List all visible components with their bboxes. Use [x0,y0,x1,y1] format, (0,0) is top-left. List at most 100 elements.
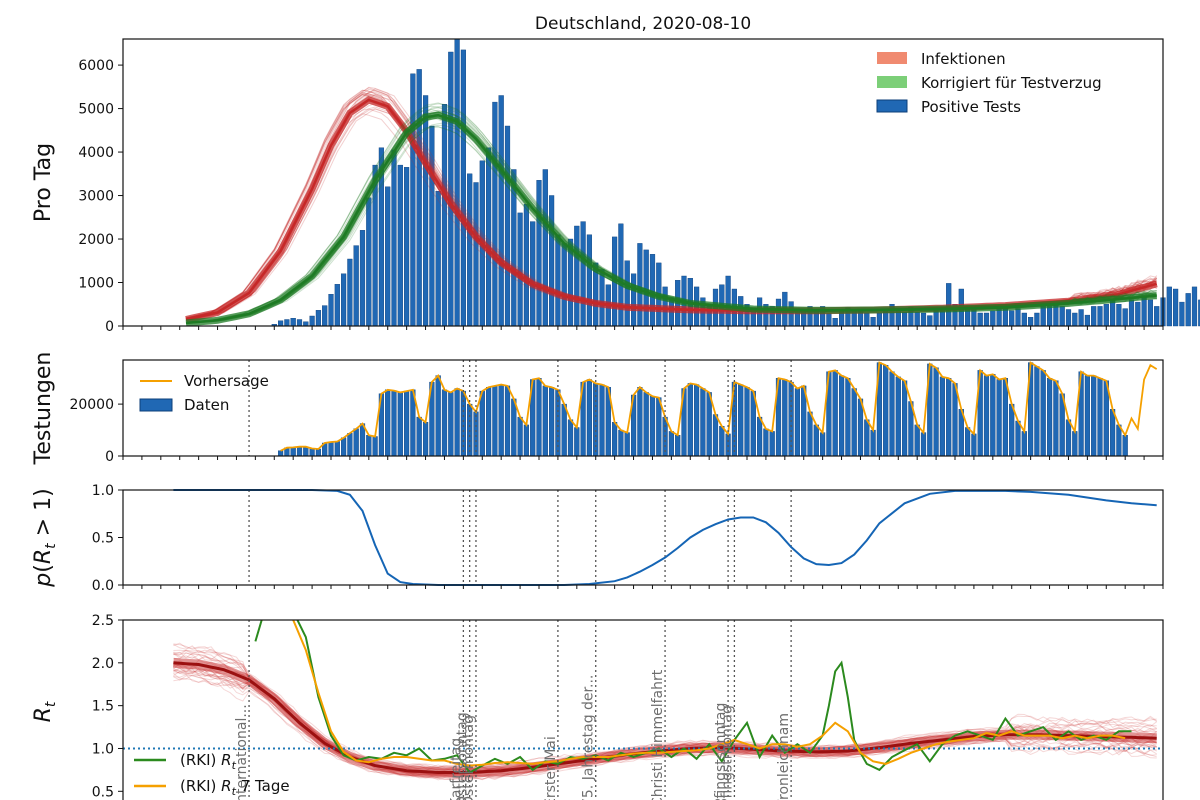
tests-bar [1046,378,1053,457]
tests-bar [813,424,819,457]
positive-tests-bar [927,315,933,327]
positive-tests-bar [990,310,996,327]
positive-tests-bar [870,317,876,327]
tests-bar [353,428,359,457]
positive-tests-bar [618,223,624,327]
tests-bar [895,376,901,457]
rki-rt-line [254,620,1132,774]
tests-bar [744,387,750,457]
positive-tests-bar [876,312,883,327]
tests-bar [492,385,498,457]
positive-tests-bar [1109,299,1116,327]
tests-bar [1122,435,1128,457]
chart-title: Deutschland, 2020-08-10 [535,14,751,34]
tests-bar [807,411,813,457]
positive-tests-bar [435,190,441,327]
event-label: 75. Jahrestag der... [581,675,597,800]
tests-bar [1009,403,1015,457]
tests-bar [851,388,857,457]
positive-tests-bar [416,69,422,327]
tests-bar [656,397,662,457]
positive-tests-bar [826,313,832,327]
tests-bar [523,424,530,457]
event-label: Erster Mai [543,736,559,800]
positive-tests-bar [498,95,504,327]
y-axis-label: Rt [31,701,59,722]
y-tick-label: 2.5 [92,613,114,629]
positive-tests-bar [334,284,340,327]
tests-bar [668,431,675,457]
positive-tests-bar [1185,293,1191,327]
tests-bar [738,384,744,457]
tests-bar [441,389,448,457]
tests-bar [965,427,971,457]
legend-label: Daten [184,396,229,414]
event-label: International... [234,704,250,800]
tests-bar [1097,378,1103,457]
tests-bar [712,414,719,457]
legend-swatch [139,398,173,412]
positive-tests-bar [1046,306,1053,327]
tests-bar [700,388,706,457]
tests-bar [946,378,952,457]
legend-label: Positive Tests [921,98,1021,116]
tests-bar [675,435,681,457]
tests-bar [479,390,485,457]
positive-tests-bar [278,320,284,327]
positive-tests-bar [460,49,467,327]
tests-bar [416,416,422,457]
legend-label: (RKI) Rt [180,751,237,772]
axes-frame [122,38,1164,327]
tests-bar [404,390,410,457]
positive-tests-bar [902,311,908,327]
positive-tests-bar [555,234,561,327]
tests-bar [567,419,574,457]
rt-panel: International... KarfreitagOstersonntagOs… [31,613,1164,800]
y-tick-label: 0.5 [92,784,114,800]
tests-bar [706,392,712,457]
tests-bar [637,387,643,457]
tests-bar [618,429,624,457]
positive-tests-bar [1027,317,1034,327]
positive-tests-bar [983,312,990,327]
tests-bar [1040,370,1046,457]
positive-tests-bar [1116,304,1122,327]
y-tick-label: 4000 [78,145,114,161]
tests-bar [504,385,511,457]
tests-bar [586,379,593,457]
positive-tests-bar [385,186,391,327]
positive-tests-bar [1040,306,1046,327]
positive-tests-bar [580,221,586,327]
positive-tests-bar [920,312,927,327]
infections-sample-line [185,88,1157,320]
event-label: Ostermontag [461,715,477,800]
tests-bar [574,427,580,457]
legend-label: Infektionen [921,50,1006,68]
tests-bar [725,433,731,457]
tests-bar [473,411,479,457]
positive-tests-bar [1122,308,1128,327]
positive-tests-bar [328,294,334,327]
tests-bar [788,381,794,457]
legend-label: (RKI) Rt 7 Tage [180,777,290,798]
positive-tests-bar [303,321,309,327]
positive-tests-bar [1065,309,1072,327]
y-tick-label: 0.0 [92,578,114,594]
tests-bar [1015,420,1021,457]
tests-bar [933,367,939,457]
tests-bar [820,432,826,457]
event-label: Christi Himmelfahrt [650,669,666,800]
tests-bar [366,435,372,457]
tests-bar [612,422,618,457]
positive-tests-bar [1147,299,1154,327]
event-label: Fronleichnam [776,713,792,800]
positive-tests-bar [561,243,567,327]
corrected-bundle [185,102,1158,327]
tests-bar [1084,375,1091,457]
positive-tests-bar [586,234,593,327]
positive-tests-bar [1097,306,1103,327]
tests-panel: 0 20000 Testungen Vorhersage Daten [31,352,1164,465]
tests-bar [328,441,334,457]
tests-bar [649,396,656,457]
positive-tests-bar [1166,286,1172,327]
